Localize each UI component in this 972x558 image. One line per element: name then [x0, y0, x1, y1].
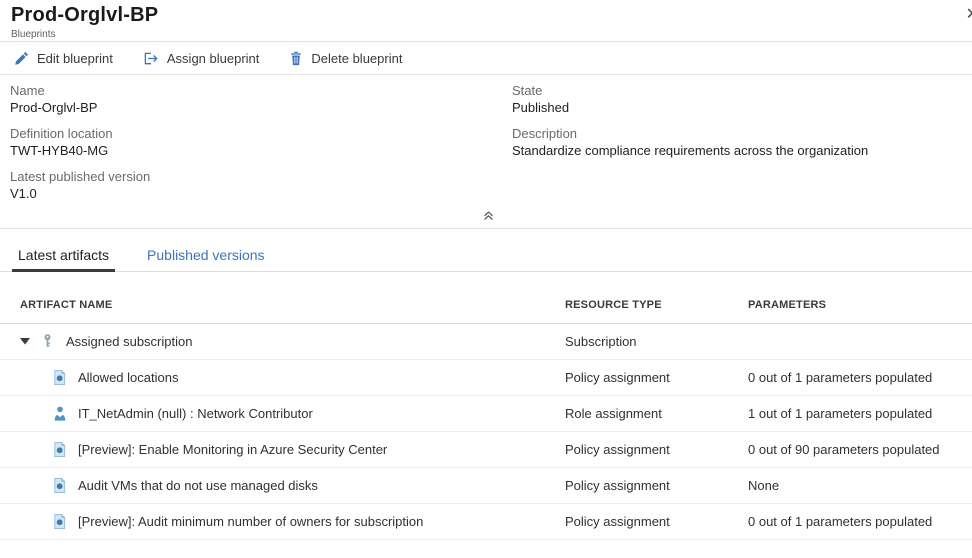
artifact-name: Audit VMs that do not use managed disks [78, 478, 318, 493]
resource-type-cell: Policy assignment [565, 478, 670, 493]
column-artifact-name: ARTIFACT NAME [20, 298, 113, 311]
policy-assignment-icon [54, 477, 66, 493]
page-title: Prod-Orglvl-BP [11, 4, 159, 26]
parameters-cell: 0 out of 90 parameters populated [748, 442, 940, 457]
expander-icon[interactable] [20, 338, 30, 345]
field-name: Name Prod-Orglvl-BP [10, 83, 98, 115]
artifact-icon [40, 334, 56, 350]
collapse-section-icon[interactable] [477, 206, 499, 224]
field-latest-published-version: Latest published version V1.0 [10, 169, 151, 201]
tab-bar: Latest artifacts Published versions [0, 244, 972, 272]
artifact-name-cell: [Preview]: Enable Monitoring in Azure Se… [0, 441, 565, 458]
details-left-column: Name Prod-Orglvl-BP Definition location … [10, 82, 490, 211]
assign-blueprint-button[interactable]: Assign blueprint [143, 51, 259, 66]
field-state: State Published [512, 83, 570, 115]
column-parameters: PARAMETERS [748, 298, 827, 311]
artifact-icon [52, 406, 68, 422]
table-row[interactable]: Audit VMs that do not use managed disks … [0, 468, 972, 504]
parameters-cell: 1 out of 1 parameters populated [748, 406, 933, 421]
artifacts-table: ARTIFACT NAME RESOURCE TYPE PARAMETERS A… [0, 286, 972, 540]
artifact-icon [52, 513, 68, 530]
artifact-name: Assigned subscription [66, 334, 193, 349]
field-description: Description Standardize compliance requi… [512, 126, 869, 158]
close-icon[interactable]: ✕ [966, 4, 972, 24]
table-header: ARTIFACT NAME RESOURCE TYPE PARAMETERS [0, 286, 972, 324]
details-right-column: State Published Description Standardize … [512, 82, 962, 168]
trash-icon-button[interactable]: Delete blueprint [289, 51, 402, 66]
policy-assignment-icon [54, 369, 66, 385]
resource-type-cell: Policy assignment [565, 442, 670, 457]
parameters-cell: 0 out of 1 parameters populated [748, 370, 933, 385]
pane-header: Prod-Orglvl-BP Blueprints ✕ [0, 0, 972, 42]
artifact-name-cell: Assigned subscription [0, 334, 565, 350]
artifact-rows: Assigned subscription Subscription Allow… [0, 324, 972, 540]
table-row[interactable]: Allowed locations Policy assignment 0 ou… [0, 360, 972, 396]
table-row[interactable]: [Preview]: Audit minimum number of owner… [0, 504, 972, 540]
artifact-name-cell: Allowed locations [0, 369, 565, 386]
parameters-cell: None [748, 478, 780, 493]
artifact-icon [52, 441, 68, 458]
resource-type-cell: Policy assignment [565, 514, 670, 529]
parameters-cell: 0 out of 1 parameters populated [748, 514, 933, 529]
policy-assignment-icon [54, 513, 66, 529]
resource-type-cell: Role assignment [565, 406, 662, 421]
table-row[interactable]: [Preview]: Enable Monitoring in Azure Se… [0, 432, 972, 468]
edit-blueprint-button[interactable]: Edit blueprint [14, 51, 113, 66]
trash-icon [289, 51, 303, 66]
table-row[interactable]: Assigned subscription Subscription [0, 324, 972, 360]
artifact-name-cell: IT_NetAdmin (null) : Network Contributor [0, 406, 565, 422]
policy-assignment-icon [54, 441, 66, 457]
assign-icon [143, 51, 159, 66]
resource-type-cell: Policy assignment [565, 370, 670, 385]
page-subtitle: Blueprints [11, 29, 56, 40]
subscription-key-icon [44, 334, 51, 348]
command-bar: Edit blueprint Assign blueprint Delete b… [0, 42, 972, 75]
artifact-icon [52, 369, 68, 386]
artifact-name: Allowed locations [78, 370, 179, 385]
tab-published-versions[interactable]: Published versions [141, 247, 271, 272]
role-assignment-icon [54, 406, 66, 421]
artifact-name: [Preview]: Audit minimum number of owner… [78, 514, 424, 529]
artifact-name: IT_NetAdmin (null) : Network Contributor [78, 406, 313, 421]
artifact-name-cell: [Preview]: Audit minimum number of owner… [0, 513, 565, 530]
artifact-name-cell: Audit VMs that do not use managed disks [0, 477, 565, 494]
field-definition-location: Definition location TWT-HYB40-MG [10, 126, 113, 158]
column-resource-type: RESOURCE TYPE [565, 298, 662, 311]
blueprint-details: Name Prod-Orglvl-BP Definition location … [0, 75, 972, 229]
resource-type-cell: Subscription [565, 334, 637, 349]
table-row[interactable]: IT_NetAdmin (null) : Network Contributor… [0, 396, 972, 432]
artifact-name: [Preview]: Enable Monitoring in Azure Se… [78, 442, 388, 457]
artifact-icon [52, 477, 68, 494]
pencil-icon [14, 51, 29, 66]
tab-latest-artifacts[interactable]: Latest artifacts [12, 247, 116, 272]
